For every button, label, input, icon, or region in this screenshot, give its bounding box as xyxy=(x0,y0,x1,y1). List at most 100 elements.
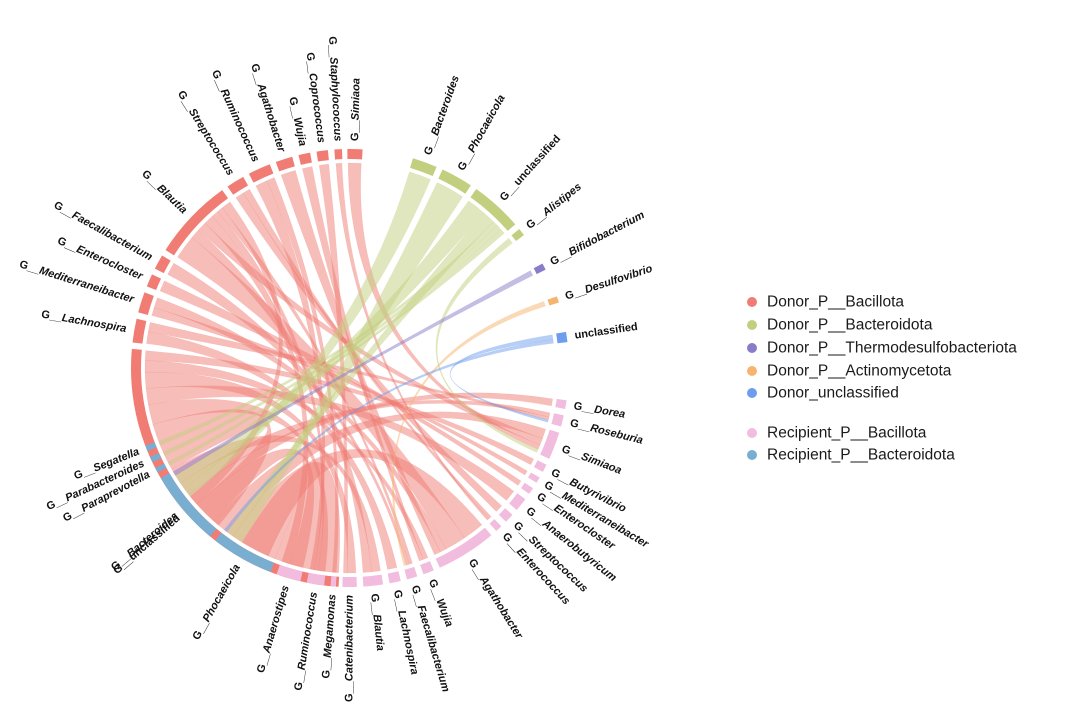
sector-arc-g-paraprevotella-40 xyxy=(155,463,167,473)
sector-arc-g-blautia-33 xyxy=(362,574,384,587)
sector-arc-g-anaerostipes-37 xyxy=(276,564,303,582)
legend-marker-recipient-p-bacillota xyxy=(747,428,757,438)
legend-label-recipient-p-bacteroidota: Recipient_P__Bacteroidota xyxy=(767,447,955,464)
legend-marker-donor-p-actinomycetota xyxy=(747,366,757,376)
sector-arc-g-mediterraneibacter-2 xyxy=(138,292,154,315)
sector-arc-g-phocaeicola-14 xyxy=(438,169,471,194)
sector-arc-g-coprococcus-10 xyxy=(316,150,329,162)
chord-links xyxy=(144,162,554,574)
legend-label-donor-unclassified: Donor_unclassified xyxy=(767,385,899,402)
sector-label-g-staphylococcus-11: G__Staphylococcus xyxy=(326,36,344,142)
sector-label-g-lachnospira-1: G__Lachnospira xyxy=(40,309,127,336)
sector-arc-g-enterocloster-3 xyxy=(146,274,162,291)
chord-link-g-blautia-to-g-anaerostipes xyxy=(204,215,309,565)
sector-label-g-ruminococcus-36: G__Ruminococcus xyxy=(292,591,320,691)
sector-label-g-agathobacter-8: G__Agathobacter xyxy=(248,62,287,154)
legend-marker-recipient-p-bacteroidota xyxy=(747,450,757,460)
legend-label-donor-p-thermodesulfobacteriota: Donor_P__Thermodesulfobacteriota xyxy=(767,340,1017,357)
chord-link-g-bacteroides-to-g-bacteroides xyxy=(183,171,431,497)
sector-arc-g-catenibacterium-34 xyxy=(342,576,357,588)
sector-arc-g-anaerobutyricum-26 xyxy=(509,493,526,510)
sector-label-g-roseburia-21: G__Roseburia xyxy=(569,417,644,447)
chord-link-g-faecalibacterium-to-g-faecalibacterium xyxy=(167,262,410,566)
sector-label-g-simiaoa-12: G__Simiaoa xyxy=(349,78,362,141)
sector-arc-g-simiaoa-22 xyxy=(540,429,560,459)
sector-arc-g-blautia-5 xyxy=(165,190,229,256)
sector-label-g-anaerostipes-37: G__Anaerostipes xyxy=(255,584,292,674)
sector-arc-g-lachnospira-1 xyxy=(132,318,147,344)
chord-link-g-unclassified-to-g-segatella xyxy=(158,221,498,446)
sector-label-g-alistipes-16: G__Alistipes xyxy=(524,181,584,232)
sector-label-g-coprococcus-10: G__Coprococcus xyxy=(304,52,327,144)
legend-marker-donor-unclassified xyxy=(747,388,757,398)
sector-label-g-bacteroides-39: G__Bacteroides xyxy=(109,510,181,573)
sector-arc-g-faecalibacterium-4 xyxy=(154,255,171,274)
chord-link-g-enterocloster-to-g-enterocloster xyxy=(159,280,522,486)
sector-arc-g-desulfovibrio-18 xyxy=(547,296,559,306)
sector-arc-g-parabacteroides-41 xyxy=(149,453,162,463)
sector-arc-g-staphylococcus-11 xyxy=(334,149,343,160)
sector-arc-g-phocaeicola-38 xyxy=(215,532,275,573)
chord-link-g-unclassified-to-g-bacteroides xyxy=(175,200,485,489)
chord-link-g-bifidobacterium-to-g-bacteroides xyxy=(172,270,534,476)
sector-arc-g-simiaoa-12 xyxy=(347,149,363,160)
chord-link-g-desulfovibrio-to-g-faecalibacterium xyxy=(392,301,546,567)
sector-arc-g-bifidobacterium-17 xyxy=(533,263,546,275)
sector-arc-g-streptococcus-27 xyxy=(498,508,513,522)
legend-marker-donor-p-bacteroidota xyxy=(747,320,757,330)
sector-arc-g-dorea-20 xyxy=(555,398,567,410)
sector-label-g-wujia-9: G__Wujia xyxy=(286,96,308,147)
sector-arc-g-unclassified-15 xyxy=(470,189,516,231)
sector-arc-g-megamonas-35 xyxy=(330,576,337,587)
sector-arc-g-enterococcus-28 xyxy=(489,519,502,531)
legend-label-donor-p-actinomycetota: Donor_P__Actinomycetota xyxy=(767,363,952,380)
legend: Donor_P__Bacillota Donor_P__Bacteroidota D… xyxy=(747,294,1017,464)
sector-arc-g-alistipes-16 xyxy=(511,228,524,242)
legend-label-donor-p-bacteroidota: Donor_P__Bacteroidota xyxy=(767,317,933,334)
sector-label-g-dorea-20: G__Dorea xyxy=(573,400,626,421)
chord-link-g-unclassified-to-g-ruminococcus xyxy=(148,398,329,572)
legend-marker-donor-p-thermodesulfobacteriota xyxy=(747,343,757,353)
sector-arc-unclassified-19 xyxy=(556,331,568,344)
sector-label-g-blautia-5: G__Blautia xyxy=(139,168,189,216)
sector-label-g-phocaeicola-14: G__Phocaeicola xyxy=(456,93,508,173)
legend-label-donor-p-bacillota: Donor_P__Bacillota xyxy=(767,294,904,311)
chord-link-g-unclassified-to-g-paraprevotella xyxy=(167,228,505,466)
sector-label-g-megamonas-35: G__Megamonas xyxy=(320,594,338,679)
sector-arc-g-ruminococcus-36 xyxy=(306,572,326,586)
legend-marker-donor-p-bacillota xyxy=(747,297,757,307)
sector-arc-g-enterocloster-25 xyxy=(520,482,534,494)
sector-arc-g-butyrivibrio-23 xyxy=(534,460,547,472)
sector-label-g-agathobacter-29: G__Agathobacter xyxy=(466,557,525,642)
sector-label-g-catenibacterium-34: G__Catenibacterium xyxy=(343,595,355,702)
chord-link-g-alistipes-to-g-simiaoa xyxy=(435,238,539,453)
sector-arc-g-ruminococcus-7 xyxy=(248,164,274,183)
sector-arc-g-mediterraneibacter-24 xyxy=(528,472,540,483)
sector-arc-g-roseburia-21 xyxy=(551,413,564,427)
sector-label-g-bifidobacterium-17: G__Bifidobacterium xyxy=(548,209,646,268)
sector-arc-g-lachnospira-32 xyxy=(387,571,401,584)
chord-link-g-ruminococcus-to-g-megamonas xyxy=(266,177,339,573)
chord-link-g-unclassified-to-g-parabacteroides xyxy=(162,225,502,457)
sector-arc-g-wujia-30 xyxy=(420,561,434,575)
sector-label-g-unclassified-15: G__unclassified xyxy=(498,133,563,204)
chord-link-unclassified-to-g-roseburia xyxy=(449,334,554,423)
sector-arc-g-segatella-42 xyxy=(145,442,157,452)
sector-label-g-phocaeicola-38: G__Phocaeicola xyxy=(190,562,242,642)
chord-link-unclassified-to-g-phocaeicola xyxy=(223,339,554,533)
sector-label-g-bacteroides-13: G__Bacteroides xyxy=(422,74,462,157)
sector-arc-g-bacteroides-13 xyxy=(410,158,437,177)
chord-link-g-ruminococcus-to-g-ruminococcus xyxy=(255,180,326,571)
sector-arc-g-agathobacter-8 xyxy=(275,156,295,172)
sector-arc-g-agathobacter-29 xyxy=(435,527,492,568)
sector-arcs xyxy=(130,149,568,588)
sector-arc-g-faecalibacterium-31 xyxy=(404,566,418,580)
chord-link-g-blautia-to-g-bacteroides xyxy=(189,201,283,505)
sector-arc-g-wujia-9 xyxy=(298,152,312,165)
sector-label-g-desulfovibrio-18: G__Desulfovibrio xyxy=(564,263,655,303)
sector-label-g-simiaoa-22: G__Simiaoa xyxy=(560,443,623,477)
legend-label-recipient-p-bacillota: Recipient_P__Bacillota xyxy=(767,425,927,442)
sector-arc-g-streptococcus-6 xyxy=(227,176,249,195)
sector-arc-g-bacteroides-39 xyxy=(160,473,217,537)
